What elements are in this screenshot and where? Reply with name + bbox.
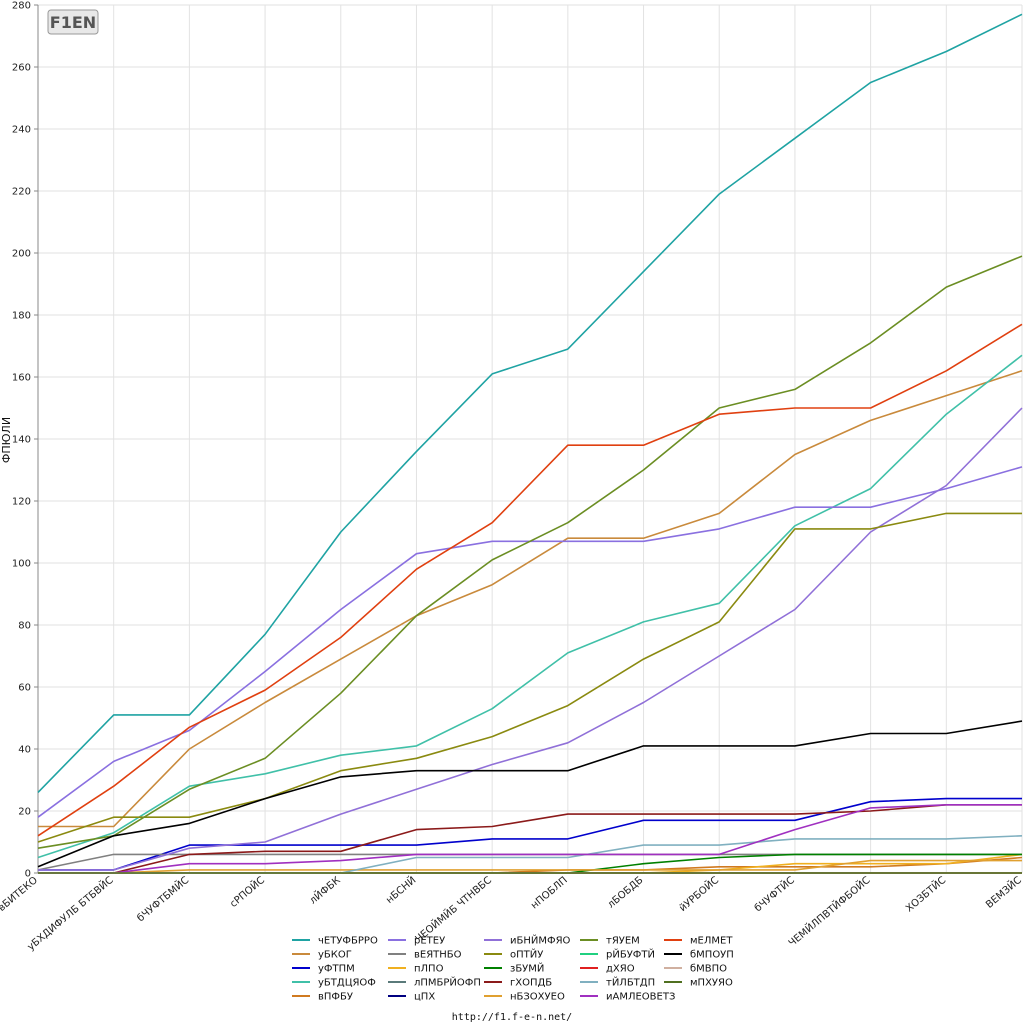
legend-label: гХОПДБ <box>510 978 552 989</box>
legend-item: уБТДЦЯОФ <box>292 978 376 989</box>
legend-item: мПХУЯО <box>664 978 733 989</box>
series-line <box>37 13 1023 793</box>
legend-label: тЯУЕМ <box>606 936 640 947</box>
legend-label: иБНЙМФЯО <box>510 934 571 947</box>
legend-item: бМВПО <box>664 964 727 975</box>
legend-label: пЛПО <box>414 964 444 975</box>
legend-label: уБКОГ <box>318 950 352 961</box>
series-line <box>37 255 1023 849</box>
legend-label: рЙБУФТЙ <box>606 948 655 961</box>
legend-label: уБТДЦЯОФ <box>318 978 376 989</box>
y-tick-label: 140 <box>12 435 31 446</box>
legend-item: дХЯО <box>580 964 635 975</box>
legend-item: лПМБРЙОФП <box>388 976 481 989</box>
legend-item: нБЗОХУЕО <box>484 992 565 1003</box>
legend-label: бМВПО <box>690 964 727 975</box>
legend-label: мПХУЯО <box>690 978 733 989</box>
legend-label: вЕЯТНБО <box>414 950 462 961</box>
y-tick-label: 40 <box>18 745 31 756</box>
y-tick-label: 0 <box>25 869 31 880</box>
legend-label: нБЗОХУЕО <box>510 992 565 1003</box>
y-tick-label: 200 <box>12 249 31 260</box>
legend-item: зБУМЙ <box>484 962 544 975</box>
logo-text: F1EN <box>50 13 96 32</box>
legend-item: мЕЛМЕТ <box>664 936 733 947</box>
legend-item: иАМЛЕОВЕТЗ <box>580 992 675 1003</box>
legend-label: дХЯО <box>606 964 635 975</box>
logo: F1EN <box>47 9 99 35</box>
legend-item: пЛПО <box>388 964 444 975</box>
y-tick-label: 260 <box>12 63 31 74</box>
legend-label: вПФБУ <box>318 992 353 1003</box>
series-line <box>37 720 1023 868</box>
y-tick-labels: 0 20 40 60 80 100 120 140 160 180 200 220 240 260 280 <box>12 1 38 880</box>
series-line <box>38 859 1022 874</box>
y-tick-label: 220 <box>12 187 31 198</box>
legend-label: чЕТУФБРРО <box>318 936 378 947</box>
legend-item: цПХ <box>388 992 435 1003</box>
legend: чЕТУФБРРО уБКОГ уФТПМ уБТДЦЯОФ вПФБУ рЕТЕУ вЕЯ… <box>292 934 734 1003</box>
logo-badge <box>47 9 99 35</box>
legend-item: бМПОУП <box>664 950 734 961</box>
legend-label: мЕЛМЕТ <box>690 936 733 947</box>
legend-label: рЕТЕУ <box>414 936 445 947</box>
legend-label: оПТЙУ <box>510 948 543 961</box>
series-line <box>38 370 1023 828</box>
legend-label: цПХ <box>414 992 435 1003</box>
legend-item: уФТПМ <box>292 964 355 975</box>
footer-url[interactable]: http://f1.f-e-n.net/ <box>452 1012 572 1023</box>
legend-item: оПТЙУ <box>484 948 543 961</box>
legend-item: тЯУЕМ <box>580 936 640 947</box>
y-tick-label: 100 <box>12 559 31 570</box>
legend-item: чЕТУФБРРО <box>292 936 378 947</box>
legend-item: вПФБУ <box>292 992 353 1003</box>
series-line <box>38 407 1023 871</box>
y-tick-label: 180 <box>12 311 31 322</box>
legend-label: лПМБРЙОФП <box>414 976 481 989</box>
legend-label: иАМЛЕОВЕТЗ <box>606 992 675 1003</box>
legend-item: вЕЯТНБО <box>388 950 462 961</box>
legend-label: бМПОУП <box>690 950 734 961</box>
legend-item: уБКОГ <box>292 950 352 961</box>
y-tick-label: 160 <box>12 373 31 384</box>
legend-label: уФТПМ <box>318 964 355 975</box>
legend-item: иБНЙМФЯО <box>484 934 571 947</box>
y-tick-label: 80 <box>18 621 31 632</box>
y-tick-label: 120 <box>12 497 31 508</box>
legend-label: тЙЛБТДП <box>606 976 655 989</box>
grid <box>37 4 1023 874</box>
legend-item: рЙБУФТЙ <box>580 948 655 961</box>
y-tick-label: 20 <box>18 807 31 818</box>
series-lines <box>37 13 1023 874</box>
y-tick-label: 60 <box>18 683 31 694</box>
legend-item: гХОПДБ <box>484 978 552 989</box>
series-line <box>38 803 1022 874</box>
y-tick-label: 280 <box>12 1 31 12</box>
series-line <box>37 323 1023 837</box>
legend-item: рЕТЕУ <box>388 936 445 947</box>
legend-item: тЙЛБТДП <box>580 976 655 989</box>
series-line <box>38 797 1022 871</box>
y-axis-label: ФПЮЛИ <box>0 417 13 463</box>
series-line <box>37 512 1022 843</box>
y-tick-label: 240 <box>12 125 31 136</box>
legend-label: зБУМЙ <box>510 962 544 975</box>
